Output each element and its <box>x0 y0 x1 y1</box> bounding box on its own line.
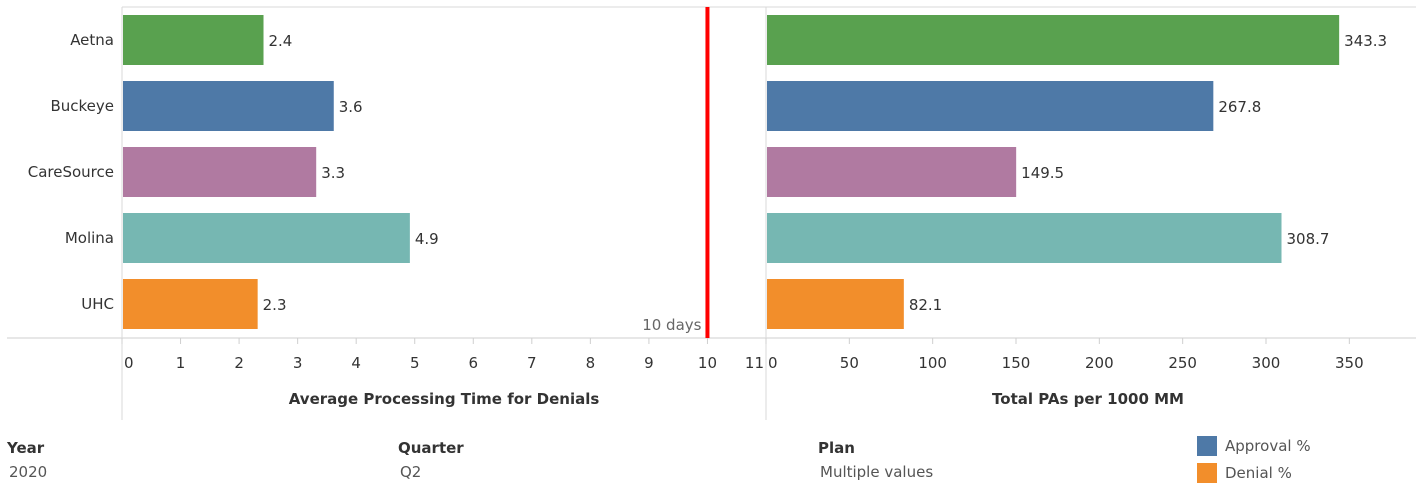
tick-label-total-pas-0: 0 <box>768 354 778 372</box>
tick-label-total-pas-50: 50 <box>840 354 859 372</box>
tick-label-total-pas-300: 300 <box>1252 354 1281 372</box>
tick-label-processing-time-4: 4 <box>351 354 361 372</box>
bar-total-pas-buckeye[interactable] <box>767 81 1214 131</box>
bar-processing-time-caresource[interactable] <box>123 147 317 197</box>
category-label-caresource: CareSource <box>28 163 114 181</box>
bar-processing-time-molina[interactable] <box>123 213 410 263</box>
processing-time-panel: 0 1 2 3 4 5 6 7 8 9 10 11 2.4 3.6 3.3 4.9 2.3 10 days <box>121 7 767 372</box>
tick-label-processing-time-6: 6 <box>468 354 478 372</box>
tick-label-total-pas-250: 250 <box>1168 354 1197 372</box>
tick-label-total-pas-200: 200 <box>1085 354 1114 372</box>
bar-processing-time-uhc[interactable] <box>123 279 258 329</box>
legend-label-approval: Approval % <box>1225 437 1311 455</box>
data-label-processing-time-caresource: 3.3 <box>321 164 345 182</box>
bar-total-pas-caresource[interactable] <box>767 147 1017 197</box>
data-label-processing-time-molina: 4.9 <box>415 230 439 248</box>
tick-label-processing-time-11: 11 <box>745 354 764 372</box>
filter-plan-label: Plan <box>818 439 855 457</box>
tick-label-total-pas-350: 350 <box>1335 354 1364 372</box>
filter-quarter[interactable]: Quarter Q2 <box>398 439 464 481</box>
bar-total-pas-molina[interactable] <box>767 213 1282 263</box>
filter-plan[interactable]: Plan Multiple values <box>818 439 933 481</box>
filter-year-value[interactable]: 2020 <box>9 463 48 481</box>
data-label-processing-time-aetna: 2.4 <box>269 32 293 50</box>
bar-processing-time-buckeye[interactable] <box>123 81 334 131</box>
grid-lines <box>7 6 1416 420</box>
legend-item-approval[interactable]: Approval % <box>1197 436 1311 456</box>
legend-swatch-denial <box>1197 463 1217 483</box>
tick-label-processing-time-7: 7 <box>527 354 537 372</box>
chart: Aetna Buckeye CareSource Molina UHC 0 1 2 3 4 5 6 7… <box>7 6 1416 420</box>
legend-swatch-approval <box>1197 436 1217 456</box>
filter-quarter-value[interactable]: Q2 <box>400 463 422 481</box>
bar-processing-time-aetna[interactable] <box>123 15 264 65</box>
tick-label-total-pas-150: 150 <box>1002 354 1031 372</box>
legend: Approval % Denial % <box>1197 436 1311 490</box>
tick-label-processing-time-2: 2 <box>234 354 244 372</box>
tick-label-processing-time-1: 1 <box>176 354 186 372</box>
tick-label-processing-time-5: 5 <box>410 354 420 372</box>
data-label-total-pas-buckeye: 267.8 <box>1218 98 1261 116</box>
filter-year[interactable]: Year 2020 <box>7 439 47 481</box>
data-label-total-pas-aetna: 343.3 <box>1344 32 1387 50</box>
bar-total-pas-uhc[interactable] <box>767 279 904 329</box>
category-labels: Aetna Buckeye CareSource Molina UHC <box>28 31 114 313</box>
data-label-total-pas-molina: 308.7 <box>1287 230 1330 248</box>
category-label-aetna: Aetna <box>70 31 114 49</box>
category-label-uhc: UHC <box>81 295 114 313</box>
legend-item-denial[interactable]: Denial % <box>1197 463 1311 483</box>
tick-label-processing-time-3: 3 <box>293 354 303 372</box>
tick-label-processing-time-8: 8 <box>586 354 596 372</box>
category-label-buckeye: Buckeye <box>50 97 114 115</box>
category-label-molina: Molina <box>65 229 114 247</box>
data-label-processing-time-uhc: 2.3 <box>263 296 287 314</box>
bar-total-pas-aetna[interactable] <box>767 15 1340 65</box>
data-label-total-pas-caresource: 149.5 <box>1021 164 1064 182</box>
data-label-processing-time-buckeye: 3.6 <box>339 98 363 116</box>
tick-label-processing-time-0: 0 <box>124 354 134 372</box>
tick-label-processing-time-9: 9 <box>644 354 654 372</box>
filter-plan-value[interactable]: Multiple values <box>820 463 934 481</box>
axis-title-total-pas: Total PAs per 1000 MM <box>992 390 1184 408</box>
tick-label-total-pas-100: 100 <box>918 354 947 372</box>
total-pas-panel: 0 50 100 150 200 250 300 350 343.3 267.8 149.5 308.… <box>765 15 1387 372</box>
filter-year-label: Year <box>7 439 45 457</box>
data-label-total-pas-uhc: 82.1 <box>909 296 942 314</box>
axis-title-processing-time: Average Processing Time for Denials <box>289 390 600 408</box>
reference-line-label: 10 days <box>642 316 701 334</box>
tick-label-processing-time-10: 10 <box>698 354 717 372</box>
legend-label-denial: Denial % <box>1225 464 1292 482</box>
filter-quarter-label: Quarter <box>398 439 464 457</box>
